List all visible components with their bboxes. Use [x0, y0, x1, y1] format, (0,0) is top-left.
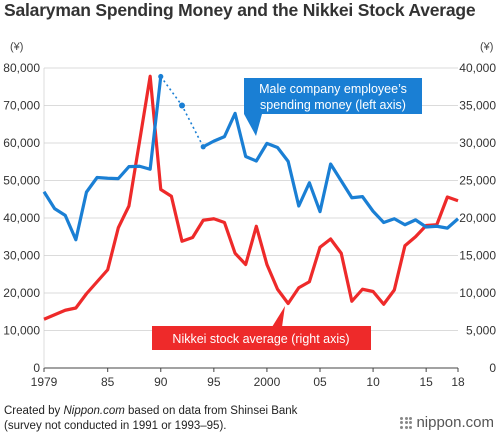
logo-text: nippon.com	[416, 414, 494, 431]
nikkei-label-text: Nikkei stock average (right axis)	[172, 332, 349, 346]
x-tick-label: 15	[419, 375, 433, 389]
spending-money-series-line	[202, 111, 460, 230]
chart-area: 0 10,000 20,000 30,000 40,000 50,000 60,000 70,…	[3, 41, 496, 389]
left-tick-label: 0	[33, 361, 40, 375]
nikkei-label-box	[152, 326, 371, 350]
x-axis-ticks: 1979 85 90 95 2000 05 10 15 18	[31, 368, 465, 389]
right-tick-label: 35,000	[459, 99, 496, 113]
spending-money-label-line-2: spending money (left axis)	[260, 98, 406, 112]
right-axis-ticks: 0 5,000 10,000 15,000 20,000 25,000 30,000 35,0…	[459, 61, 496, 375]
right-tick-label: 10,000	[459, 286, 496, 300]
left-tick-label: 80,000	[3, 61, 40, 75]
spending-money-label-pointer	[244, 108, 262, 136]
series-layer	[42, 73, 460, 321]
left-tick-label: 30,000	[3, 249, 40, 263]
nikkei-series-line	[43, 74, 459, 321]
right-tick-label: 25,000	[459, 174, 496, 188]
left-tick-label: 50,000	[3, 174, 40, 188]
source-brand: Nippon.com	[63, 405, 125, 417]
left-tick-label: 70,000	[3, 99, 40, 113]
spending-money-point	[179, 102, 185, 109]
right-tick-label: 30,000	[459, 136, 496, 150]
x-tick-label: 85	[101, 375, 115, 389]
right-tick-label: 0	[489, 361, 496, 375]
right-tick-label: 20,000	[459, 211, 496, 225]
source-suffix: based on data from Shinsei Bank	[124, 405, 298, 417]
spending-money-gap-line	[160, 76, 204, 148]
nikkei-label: Nikkei stock average (right axis)	[152, 306, 371, 350]
left-tick-label: 40,000	[3, 211, 40, 225]
left-tick-label: 10,000	[3, 324, 40, 338]
left-tick-label: 60,000	[3, 136, 40, 150]
spending-money-label-line-1: Male company employee’s	[259, 82, 407, 96]
spending-money-series-line	[42, 76, 163, 242]
spending-money-label: Male company employee’s spending money (…	[244, 78, 422, 136]
right-tick-label: 5,000	[466, 324, 496, 338]
survey-note: (survey not conducted in 1991 or 1993–95…	[4, 420, 227, 432]
x-tick-label: 95	[207, 375, 221, 389]
nikkei-label-pointer	[272, 306, 285, 327]
left-tick-label: 20,000	[3, 286, 40, 300]
gridlines	[43, 67, 458, 369]
source-line: Created by Nippon.com based on data from…	[4, 404, 297, 419]
source-prefix: Created by	[4, 405, 64, 417]
right-axis-unit: (¥)	[480, 41, 493, 53]
x-tick-label: 1979	[31, 375, 58, 389]
spending-money-point	[200, 144, 206, 150]
x-tick-label: 90	[154, 375, 168, 389]
left-axis-unit: (¥)	[10, 41, 23, 53]
spending-money-point	[158, 73, 164, 80]
chart-title: Salaryman Spending Money and the Nikkei …	[4, 0, 476, 20]
x-tick-label: 2000	[254, 375, 281, 389]
x-tick-label: 18	[451, 375, 465, 389]
x-tick-label: 10	[366, 375, 380, 389]
nippon-logo: nippon.com	[400, 414, 494, 431]
right-tick-label: 15,000	[459, 249, 496, 263]
spending-money-label-box	[244, 78, 422, 114]
x-tick-label: 05	[313, 375, 327, 389]
logo-dots-icon	[400, 416, 413, 429]
left-axis-ticks: 0 10,000 20,000 30,000 40,000 50,000 60,000 70,…	[3, 61, 40, 375]
source-note: Created by Nippon.com based on data from…	[4, 404, 297, 434]
right-tick-label: 40,000	[459, 61, 496, 75]
